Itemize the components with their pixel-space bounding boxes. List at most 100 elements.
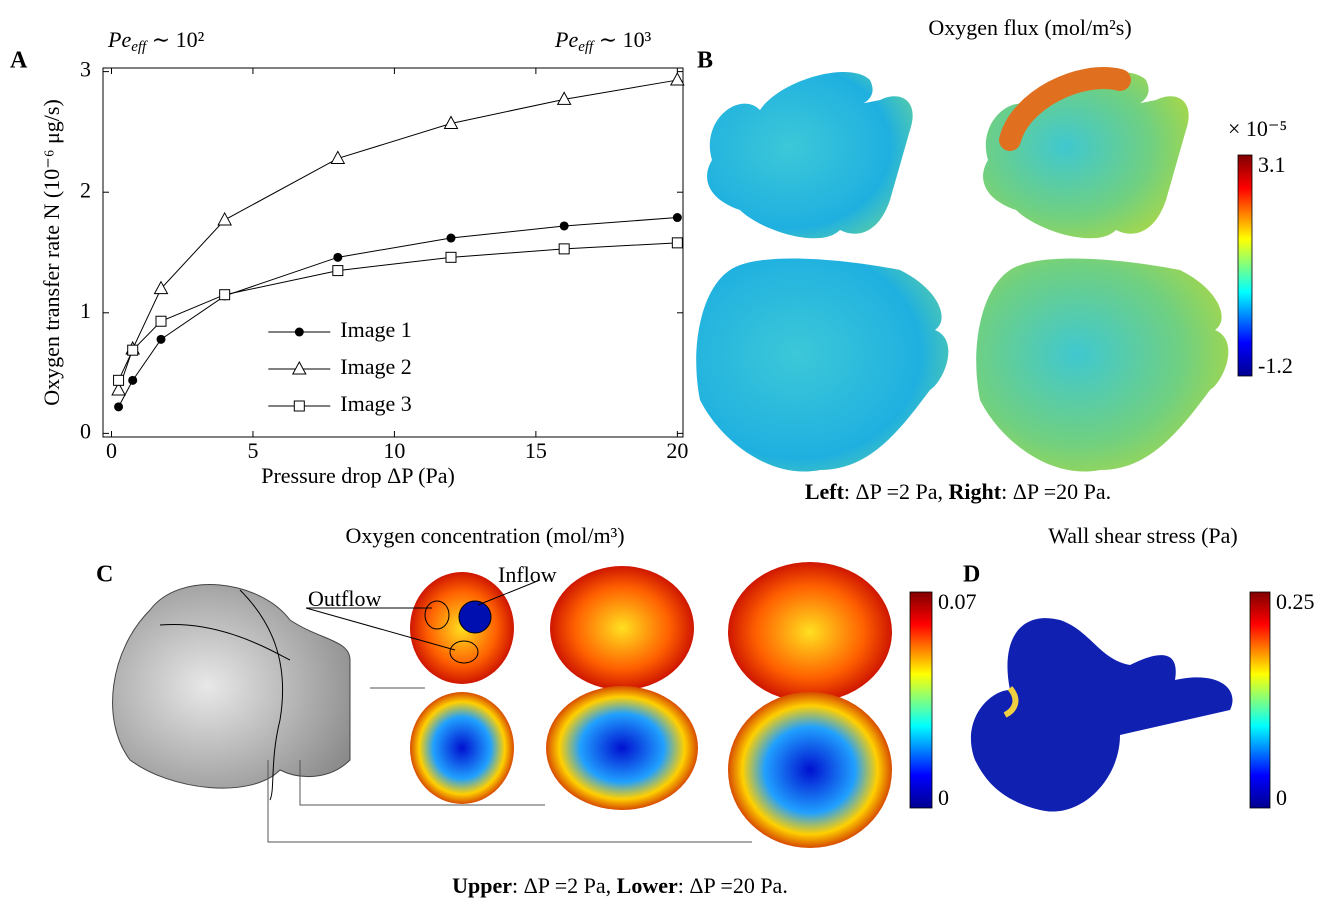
marker bbox=[153, 280, 169, 295]
annotation-part: ∼ 10² bbox=[146, 27, 204, 52]
flux-placenta-right bbox=[976, 258, 1229, 472]
y-tick-label: 1 bbox=[80, 298, 91, 323]
outflow-region bbox=[424, 600, 450, 630]
panel-title: Oxygen concentration (mol/m³) bbox=[345, 523, 624, 548]
series-line bbox=[118, 79, 678, 391]
panel-label: C bbox=[96, 562, 113, 588]
pe-annotation: Peeff ∼ 10³ bbox=[554, 27, 652, 55]
panel-title: Wall shear stress (Pa) bbox=[1048, 523, 1237, 548]
annotation: Inflow bbox=[498, 562, 557, 587]
inflow-region bbox=[458, 600, 492, 634]
legend-marker bbox=[291, 360, 307, 375]
marker bbox=[558, 243, 570, 255]
shear-vessel bbox=[970, 618, 1233, 812]
annotation-part: Pe bbox=[107, 27, 131, 52]
marker bbox=[332, 265, 344, 277]
slice-u3 bbox=[728, 562, 892, 702]
caption-part: Left bbox=[805, 479, 845, 504]
legend-label: Image 1 bbox=[340, 317, 411, 342]
caption-part: : ΔP =2 Pa, bbox=[844, 479, 949, 504]
caption-part: : ΔP =2 Pa, bbox=[512, 873, 617, 898]
x-tick-label: 15 bbox=[525, 438, 547, 463]
x-tick-label: 0 bbox=[106, 438, 117, 463]
colorbar-multiplier: × 10⁻⁵ bbox=[1228, 116, 1287, 141]
marker bbox=[559, 221, 569, 231]
annotation-part: eff bbox=[578, 39, 595, 55]
caption: Left: ΔP =2 Pa, Right: ΔP =20 Pa. bbox=[805, 479, 1111, 504]
annotation: Outflow bbox=[308, 586, 381, 611]
marker bbox=[156, 334, 166, 344]
slice-l2 bbox=[546, 686, 698, 810]
slice-l3 bbox=[728, 692, 892, 848]
annotation-part: eff bbox=[131, 39, 148, 55]
shear-hotspot bbox=[1003, 686, 1019, 718]
annotation-part: ∼ 10³ bbox=[593, 27, 651, 52]
colorbar-min: 0 bbox=[1276, 785, 1287, 810]
flux-vessel-right bbox=[983, 71, 1189, 239]
marker bbox=[445, 251, 457, 263]
slice-u2 bbox=[550, 566, 694, 690]
placenta-grey bbox=[112, 584, 351, 789]
marker bbox=[446, 233, 456, 243]
caption-part: Upper bbox=[452, 873, 512, 898]
leader-lines bbox=[267, 687, 752, 843]
y-axis-label: Oxygen transfer rate N (10⁻⁶ μg/s) bbox=[39, 99, 64, 406]
colorbar-min: -1.2 bbox=[1258, 353, 1293, 378]
marker bbox=[670, 72, 685, 86]
flux-placenta-left bbox=[696, 258, 949, 472]
flux-hotspot bbox=[999, 67, 1131, 151]
series-line bbox=[118, 217, 678, 408]
marker bbox=[672, 213, 682, 223]
marker bbox=[443, 115, 459, 129]
x-tick-label: 20 bbox=[666, 438, 688, 463]
marker bbox=[333, 252, 343, 262]
panel-b-images bbox=[696, 67, 1229, 472]
marker bbox=[128, 375, 138, 385]
caption-part: Lower bbox=[617, 873, 678, 898]
caption-part: : ΔP =20 Pa. bbox=[1001, 479, 1111, 504]
colorbar-max: 0.07 bbox=[938, 589, 977, 614]
plot-frame bbox=[102, 67, 684, 438]
outflow-region bbox=[449, 640, 479, 664]
marker bbox=[219, 289, 231, 301]
pe-annotation: Peeff ∼ 10² bbox=[107, 27, 205, 55]
marker bbox=[114, 402, 124, 412]
annotation-leaders bbox=[305, 579, 541, 651]
legend-marker bbox=[293, 400, 305, 412]
marker bbox=[127, 344, 139, 356]
marker bbox=[330, 150, 346, 164]
x-tick-label: 10 bbox=[383, 438, 405, 463]
colorbar bbox=[1249, 591, 1271, 809]
caption: Upper: ΔP =2 Pa, Lower: ΔP =20 Pa. bbox=[452, 873, 788, 898]
legend-marker bbox=[294, 327, 304, 337]
marker bbox=[155, 315, 167, 327]
panel-c-images bbox=[112, 562, 892, 848]
colorbar-max: 0.25 bbox=[1276, 589, 1315, 614]
slice-u1 bbox=[410, 572, 514, 684]
marker bbox=[671, 237, 683, 249]
marker bbox=[556, 91, 572, 105]
y-tick-label: 3 bbox=[80, 57, 91, 82]
marker bbox=[113, 374, 125, 386]
panel-d-image bbox=[970, 618, 1233, 812]
y-tick-label: 0 bbox=[80, 418, 91, 443]
cut-lines bbox=[159, 589, 291, 801]
legend-label: Image 2 bbox=[340, 354, 411, 379]
x-tick-label: 5 bbox=[247, 438, 258, 463]
panel-label: B bbox=[697, 48, 713, 74]
panel-label: A bbox=[10, 48, 28, 74]
slice-l1 bbox=[410, 692, 514, 804]
panel-title: Oxygen flux (mol/m²s) bbox=[928, 15, 1131, 40]
marker bbox=[217, 211, 232, 226]
caption-part: Right bbox=[949, 479, 1002, 504]
annotation-part: Pe bbox=[554, 27, 578, 52]
flux-vessel-left bbox=[707, 71, 913, 239]
colorbar-min: 0 bbox=[938, 785, 949, 810]
legend-label: Image 3 bbox=[340, 391, 411, 416]
y-tick-label: 2 bbox=[80, 177, 91, 202]
caption-part: : ΔP =20 Pa. bbox=[678, 873, 788, 898]
colorbar bbox=[909, 591, 933, 809]
x-axis-label: Pressure drop ΔP (Pa) bbox=[261, 463, 455, 488]
panel-label: D bbox=[963, 562, 980, 588]
